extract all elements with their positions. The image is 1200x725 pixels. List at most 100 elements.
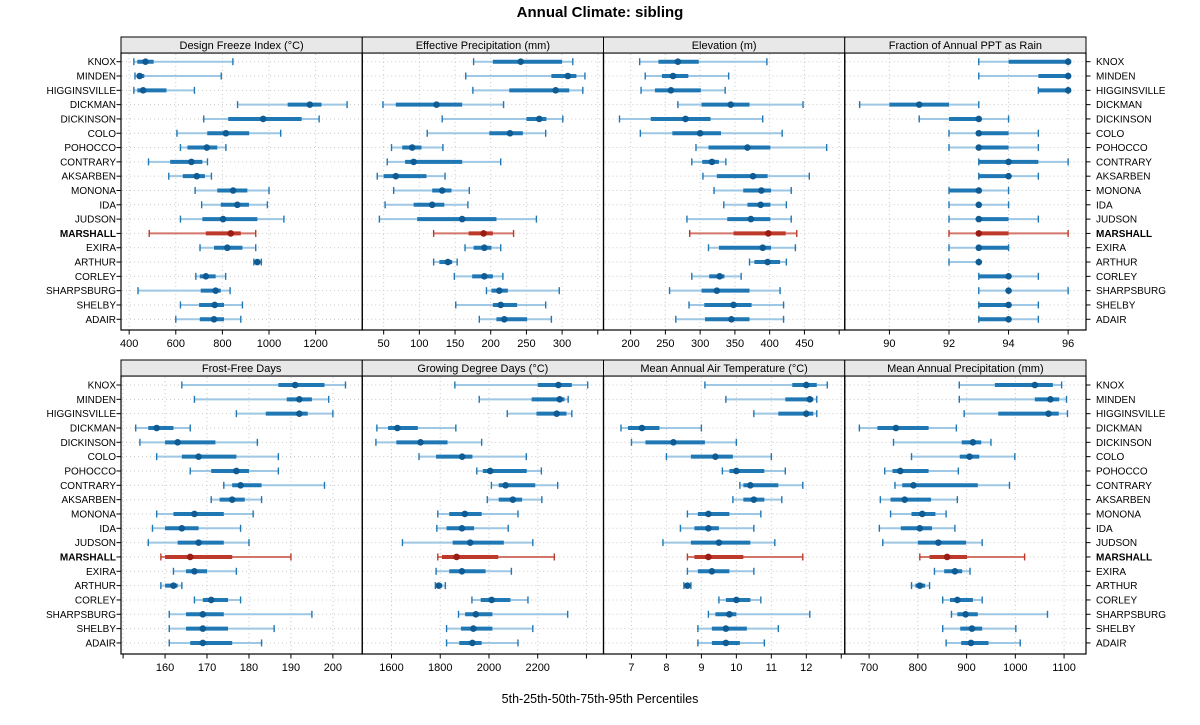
panel-title: Mean Annual Air Temperature (°C): [640, 363, 807, 375]
station-label-left: MINDEN: [77, 72, 116, 83]
median-dot: [466, 539, 474, 546]
median-dot: [1005, 287, 1012, 294]
station-label-left: MONONA: [71, 186, 116, 197]
station-label-right: ARTHUR: [1096, 258, 1137, 269]
x-tick-label: 800: [909, 662, 927, 674]
panel-strip: [844, 36, 1087, 54]
median-dot: [975, 215, 983, 223]
station-label-left: POHOCCO: [64, 466, 116, 477]
median-dot: [136, 72, 143, 80]
median-dot: [1005, 315, 1012, 323]
median-dot: [174, 439, 181, 446]
median-dot: [227, 230, 235, 237]
median-dot: [481, 273, 488, 280]
median-dot: [705, 525, 712, 532]
station-label-right: ADAIR: [1096, 315, 1127, 326]
panel-border: [602, 52, 846, 331]
x-tick-label: 8: [663, 662, 669, 674]
station-label-right: SHARPSBURG: [1096, 286, 1166, 297]
median-dot: [764, 230, 772, 237]
station-label-left: DICKMAN: [70, 423, 116, 434]
median-dot: [195, 453, 202, 460]
median-dot: [195, 539, 202, 546]
median-dot: [975, 115, 983, 123]
x-tick-label: 300: [553, 338, 571, 350]
median-dot: [915, 101, 923, 108]
median-dot: [564, 72, 572, 80]
x-tick-label: 90: [883, 338, 895, 350]
median-dot: [1045, 410, 1052, 417]
median-dot: [438, 187, 446, 194]
median-dot: [433, 101, 440, 108]
station-label-right: CONTRARY: [1096, 157, 1152, 168]
median-dot: [435, 582, 443, 589]
median-dot: [897, 467, 904, 475]
median-dot: [410, 158, 417, 166]
median-dot: [968, 625, 976, 632]
median-dot: [191, 510, 198, 518]
median-dot: [461, 510, 469, 518]
median-dot: [296, 410, 303, 417]
median-dot: [486, 467, 494, 475]
station-label-left: IDA: [99, 200, 116, 211]
station-label-left: ADAIR: [85, 638, 116, 649]
x-tick-label: 600: [167, 338, 185, 350]
median-dot: [207, 596, 215, 604]
median-dot: [638, 424, 646, 432]
x-tick-label: 2000: [477, 662, 501, 674]
median-dot: [758, 187, 765, 194]
station-label-left: CORLEY: [75, 595, 116, 606]
station-label-left: IDA: [99, 524, 116, 535]
station-label-left: MARSHALL: [60, 552, 116, 563]
median-dot: [212, 287, 219, 294]
median-dot: [696, 129, 704, 137]
median-dot: [193, 172, 201, 180]
station-label-right: KNOX: [1096, 381, 1125, 392]
median-dot: [502, 482, 509, 489]
station-label-left: DICKINSON: [60, 438, 116, 449]
station-label-right: IDA: [1096, 200, 1113, 211]
median-dot: [259, 115, 267, 123]
x-tick-label: 94: [1002, 338, 1014, 350]
station-label-right: MONONA: [1096, 509, 1141, 520]
panel-title: Growing Degree Days (°C): [417, 363, 548, 375]
median-dot: [969, 439, 977, 446]
median-dot: [555, 381, 562, 389]
station-label-left: HIGGINSVILLE: [47, 409, 117, 420]
median-dot: [458, 453, 466, 460]
median-dot: [975, 230, 983, 237]
median-dot: [684, 582, 691, 589]
median-dot: [910, 482, 917, 489]
median-dot: [228, 496, 236, 503]
panel-title: Fraction of Annual PPT as Rain: [889, 40, 1042, 52]
median-dot: [500, 315, 508, 323]
median-dot: [480, 230, 487, 237]
panel-strip: [844, 359, 1087, 377]
median-dot: [170, 582, 177, 589]
median-dot: [306, 101, 314, 108]
x-tick-label: 50: [378, 338, 390, 350]
x-tick-label: 96: [1062, 338, 1074, 350]
median-dot: [188, 158, 195, 166]
x-tick-label: 900: [957, 662, 975, 674]
median-dot: [417, 439, 424, 446]
station-label-right: AKSARBEN: [1096, 495, 1150, 506]
station-label-right: ARTHUR: [1096, 581, 1137, 592]
median-dot: [139, 87, 147, 94]
median-dot: [458, 525, 466, 532]
x-tick-label: 250: [656, 338, 674, 350]
station-label-left: ARTHUR: [75, 581, 116, 592]
x-tick-label: 1100: [1052, 662, 1076, 674]
median-dot: [392, 172, 400, 180]
station-label-right: CORLEY: [1096, 272, 1137, 283]
station-label-right: SHARPSBURG: [1096, 610, 1166, 621]
panel-title: Effective Precipitation (mm): [416, 40, 550, 52]
station-label-right: DICKINSON: [1096, 114, 1152, 125]
median-dot: [727, 101, 735, 108]
median-dot: [1005, 273, 1012, 280]
station-label-left: MARSHALL: [60, 229, 116, 240]
median-dot: [191, 567, 198, 575]
median-dot: [254, 258, 261, 266]
panel-border: [361, 52, 605, 331]
